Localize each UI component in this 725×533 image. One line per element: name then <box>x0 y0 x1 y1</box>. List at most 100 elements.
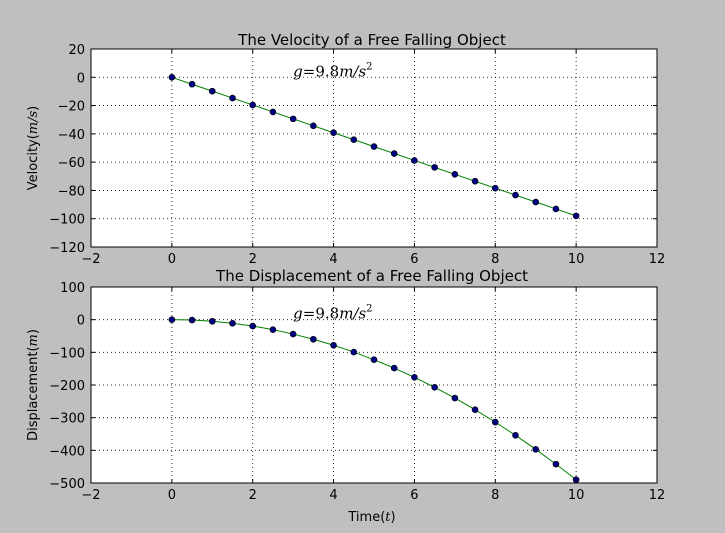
displacement-x-axis-label-unit: t <box>385 510 391 525</box>
displacement-y-axis-label-unit: m <box>26 334 41 346</box>
displacement-x-axis-label-prefix: Time( <box>347 510 385 525</box>
velocity-y-axis-label-prefix: Velocity( <box>26 134 41 190</box>
displacement-annotation-unit: m/s <box>339 305 366 323</box>
velocity-annotation-var: g <box>293 62 303 80</box>
displacement-y-ticks: −500 −400 −300 −200 −100 0 100 <box>49 281 657 492</box>
velocity-y-axis-label-suffix: ) <box>26 106 41 111</box>
velocity-data-point <box>451 171 459 178</box>
displacement-y-tick-label: −200 <box>49 379 85 394</box>
velocity-subplot: The Velocity of a Free Falling Object −2… <box>26 31 665 267</box>
displacement-y-tick-label: 100 <box>60 281 85 296</box>
displacement-data-point <box>552 460 560 468</box>
displacement-data-point <box>289 330 297 338</box>
velocity-y-tick-label: 0 <box>77 71 85 86</box>
displacement-data-point <box>310 335 317 343</box>
displacement-annotation-exp: 2 <box>366 304 372 315</box>
velocity-data-point <box>512 191 519 199</box>
displacement-data-point <box>390 364 398 372</box>
velocity-y-axis-label-unit: m/s <box>26 110 41 134</box>
displacement-plot-frame <box>90 286 658 484</box>
displacement-annotation: g=9.8m/s2 <box>293 304 372 323</box>
displacement-data-point <box>208 317 216 325</box>
velocity-y-tick-label: −80 <box>58 184 85 199</box>
displacement-x-axis-label-suffix: ) <box>391 510 396 525</box>
velocity-data-point <box>188 80 196 88</box>
velocity-grid <box>91 49 657 247</box>
velocity-data-point <box>208 87 216 95</box>
velocity-y-tick-label: −20 <box>58 100 85 115</box>
velocity-x-tick-label: 4 <box>329 252 337 267</box>
velocity-series <box>168 73 580 220</box>
velocity-data-point <box>330 129 337 137</box>
displacement-data-point <box>512 432 519 439</box>
velocity-data-point <box>390 150 398 157</box>
displacement-y-tick-label: 0 <box>77 314 85 329</box>
displacement-x-tick-label: 8 <box>491 488 499 503</box>
velocity-data-point <box>249 101 257 109</box>
displacement-data-point <box>370 356 378 363</box>
velocity-x-tick-label: 10 <box>568 252 585 267</box>
displacement-chart-title: The Displacement of a Free Falling Objec… <box>215 267 528 285</box>
velocity-data-point <box>431 164 438 171</box>
displacement-data-point <box>350 348 358 356</box>
displacement-data-point <box>451 394 459 402</box>
displacement-y-axis-label-prefix: Displacement( <box>26 346 41 440</box>
displacement-data-point <box>168 316 176 323</box>
velocity-data-point <box>370 143 378 150</box>
displacement-x-tick-label: 6 <box>410 488 418 503</box>
velocity-data-point <box>572 212 580 220</box>
velocity-plot-frame <box>90 48 658 248</box>
velocity-y-axis-label: Velocity(m/s) <box>26 106 41 191</box>
displacement-y-tick-label: −400 <box>49 444 85 459</box>
velocity-data-point <box>168 73 176 81</box>
velocity-annotation-exp: 2 <box>366 61 372 72</box>
velocity-y-tick-label: −60 <box>58 156 85 171</box>
velocity-data-point <box>269 108 277 116</box>
velocity-data-point <box>310 122 317 130</box>
velocity-data-point <box>552 205 560 213</box>
displacement-x-ticks: −2 0 2 4 6 8 10 12 <box>81 287 665 503</box>
displacement-x-tick-label: 2 <box>249 488 257 503</box>
displacement-y-axis-label-suffix: ) <box>26 329 41 334</box>
velocity-x-tick-label: 8 <box>491 252 499 267</box>
displacement-y-tick-label: −500 <box>49 477 85 492</box>
velocity-annotation-unit: m/s <box>339 62 366 80</box>
velocity-data-point <box>350 136 358 143</box>
displacement-data-point <box>269 326 277 333</box>
displacement-x-axis-label: Time(t) <box>347 510 395 525</box>
displacement-data-point <box>431 383 438 391</box>
velocity-data-point <box>289 115 297 123</box>
velocity-y-tick-label: −40 <box>58 128 85 143</box>
velocity-x-tick-label: −2 <box>81 252 100 267</box>
displacement-data-point <box>532 446 540 453</box>
velocity-x-tick-label: 12 <box>649 252 666 267</box>
velocity-y-tick-label: 20 <box>68 43 85 58</box>
velocity-annotation-eq: =9.8 <box>303 62 339 80</box>
displacement-subplot: The Displacement of a Free Falling Objec… <box>26 267 665 525</box>
displacement-series <box>168 316 580 484</box>
displacement-annotation-var: g <box>293 305 303 323</box>
displacement-x-tick-label: 10 <box>568 488 585 503</box>
velocity-data-point <box>532 198 540 206</box>
velocity-y-tick-label: −120 <box>49 241 85 256</box>
displacement-data-point <box>249 322 257 330</box>
velocity-data-point <box>229 94 236 102</box>
velocity-data-point <box>471 177 479 185</box>
displacement-data-point <box>471 406 479 413</box>
velocity-x-ticks: −2 0 2 4 6 8 10 12 <box>81 49 665 267</box>
velocity-y-tick-label: −100 <box>49 213 85 228</box>
displacement-x-tick-label: 0 <box>168 488 176 503</box>
displacement-annotation-eq: =9.8 <box>303 305 339 323</box>
displacement-data-point <box>188 316 196 324</box>
velocity-chart-title: The Velocity of a Free Falling Object <box>237 31 506 49</box>
displacement-y-tick-label: −100 <box>49 346 85 361</box>
displacement-data-point <box>330 341 337 349</box>
displacement-x-tick-label: −2 <box>81 488 100 503</box>
displacement-x-tick-label: 4 <box>329 488 337 503</box>
velocity-x-tick-label: 2 <box>249 252 257 267</box>
displacement-x-tick-label: 12 <box>649 488 666 503</box>
velocity-data-point <box>491 184 499 192</box>
displacement-y-axis-label: Displacement(m) <box>26 329 41 441</box>
displacement-data-point <box>491 418 499 426</box>
